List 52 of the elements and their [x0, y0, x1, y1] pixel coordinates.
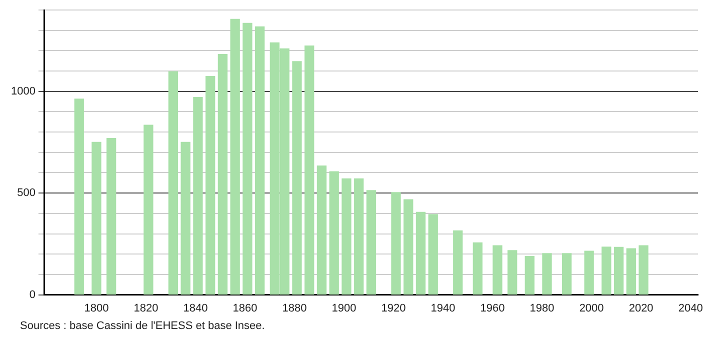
bar: [106, 138, 116, 295]
bar: [404, 199, 414, 295]
x-tick-label: 1800: [84, 302, 109, 314]
bar: [524, 256, 534, 295]
x-tick-label: 1940: [430, 302, 456, 314]
bar: [230, 18, 240, 295]
bar: [366, 190, 376, 295]
bar: [342, 178, 352, 295]
y-tick-label: 1000: [10, 85, 36, 98]
bar: [329, 171, 339, 295]
bar: [304, 45, 314, 295]
bar: [316, 165, 327, 295]
bar: [242, 22, 252, 295]
x-tick-label: 1860: [232, 302, 258, 314]
bar: [562, 253, 572, 295]
x-tick-label: 1900: [332, 302, 356, 314]
x-tick-label: 1960: [480, 302, 505, 314]
x-tick-label: 2020: [628, 302, 654, 314]
bar: [92, 142, 102, 295]
bar: [416, 212, 426, 295]
bar: [206, 76, 216, 295]
source-note: Sources : base Cassini de l'EHESS et base Insee.: [20, 320, 265, 332]
bar: [428, 214, 438, 295]
x-tick-label: 2040: [678, 302, 703, 314]
y-tick-label: 500: [17, 187, 36, 200]
bar: [508, 250, 518, 295]
bar: [472, 242, 483, 295]
x-tick-label: 1820: [134, 302, 158, 314]
bar: [193, 96, 203, 295]
x-tick-label: 2000: [579, 302, 604, 314]
x-tick-label: 1920: [381, 302, 406, 314]
bar: [168, 71, 178, 295]
bar: [614, 246, 624, 295]
bar: [453, 230, 463, 295]
x-tick-label: 1980: [530, 302, 554, 314]
bar: [292, 61, 302, 295]
bar: [638, 245, 648, 295]
x-tick-label: 1840: [183, 302, 208, 314]
y-tick-label: 0: [29, 288, 36, 301]
x-tick-label: 1880: [282, 302, 307, 314]
bar: [354, 178, 364, 295]
bar: [584, 250, 594, 295]
bar: [391, 192, 401, 295]
bar: [492, 245, 502, 295]
bar: [626, 248, 636, 295]
bar: [542, 253, 552, 295]
bar: [602, 246, 612, 295]
bar: [255, 26, 265, 295]
bar: [144, 124, 154, 295]
bar: [74, 98, 84, 295]
bar: [180, 142, 190, 295]
bar: [218, 54, 228, 295]
